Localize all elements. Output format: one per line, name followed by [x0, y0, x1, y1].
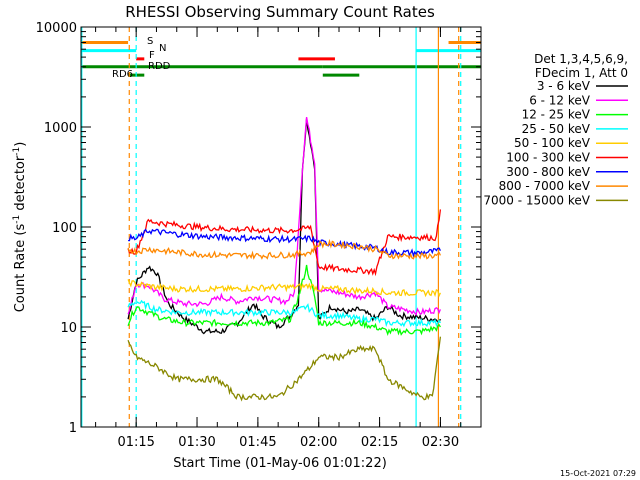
legend-header-1: Det 1,3,4,5,6,9, [534, 52, 628, 66]
series-lines [127, 116, 442, 402]
legend-entry-label: 25 - 50 keV [522, 122, 591, 136]
legend-entry-label: 50 - 100 keV [514, 136, 591, 150]
y-axis-label: Count Rate (s-1 detector-1) [12, 142, 28, 313]
flag-label: N [159, 43, 166, 54]
x-axis-label: Start Time (01-May-06 01:01:22) [173, 456, 387, 471]
y-tick-label: 1 [69, 421, 77, 436]
legend-entry-label: 6 - 12 keV [529, 93, 591, 107]
legend-entry-label: 300 - 800 keV [506, 165, 590, 179]
series-line [127, 116, 441, 316]
series-line [127, 118, 441, 335]
legend-entry-label: 12 - 25 keV [522, 108, 591, 122]
y-tick-label: 1000 [44, 121, 77, 136]
x-axis-ticks: 01:15 01:30 01:45 02:00 02:15 02:30 [95, 27, 482, 450]
series-line [127, 299, 441, 328]
series-line [127, 209, 442, 277]
y-tick-label: 10 [60, 321, 77, 336]
legend-entry-label: 3 - 6 keV [537, 79, 591, 93]
legend-entry-label: 7000 - 15000 keV [483, 193, 590, 207]
series-line [128, 228, 441, 258]
flag-label: RDD [148, 61, 171, 72]
x-tick-label: 02:30 [422, 435, 459, 450]
x-tick-label: 02:00 [300, 435, 337, 450]
series-line [127, 238, 441, 260]
vertical-markers [81, 27, 462, 427]
x-tick-label: 02:15 [361, 435, 398, 450]
x-tick-label: 01:45 [239, 435, 276, 450]
flag-label: F [149, 50, 155, 61]
series-line [127, 336, 442, 402]
legend: Det 1,3,4,5,6,9, FDecim 1, Att 0 3 - 6 k… [483, 52, 628, 207]
x-tick-label: 01:15 [117, 435, 154, 450]
flag-label: S [147, 36, 153, 47]
legend-entry-label: 100 - 300 keV [506, 151, 590, 165]
y-tick-label: 10000 [36, 21, 77, 36]
series-line [127, 264, 441, 337]
timestamp: 15-Oct-2021 07:29 [560, 469, 636, 478]
legend-entry-label: 800 - 7000 keV [499, 179, 591, 193]
x-tick-label: 01:30 [178, 435, 215, 450]
flag-label: RD6 [112, 69, 133, 80]
series-line [127, 279, 441, 298]
chart-title: RHESSI Observing Summary Count Rates [125, 3, 435, 21]
y-axis-ticks: 1 10 100 1000 10000 [36, 21, 481, 436]
y-tick-label: 100 [52, 221, 77, 236]
legend-header-2: FDecim 1, Att 0 [535, 66, 628, 80]
